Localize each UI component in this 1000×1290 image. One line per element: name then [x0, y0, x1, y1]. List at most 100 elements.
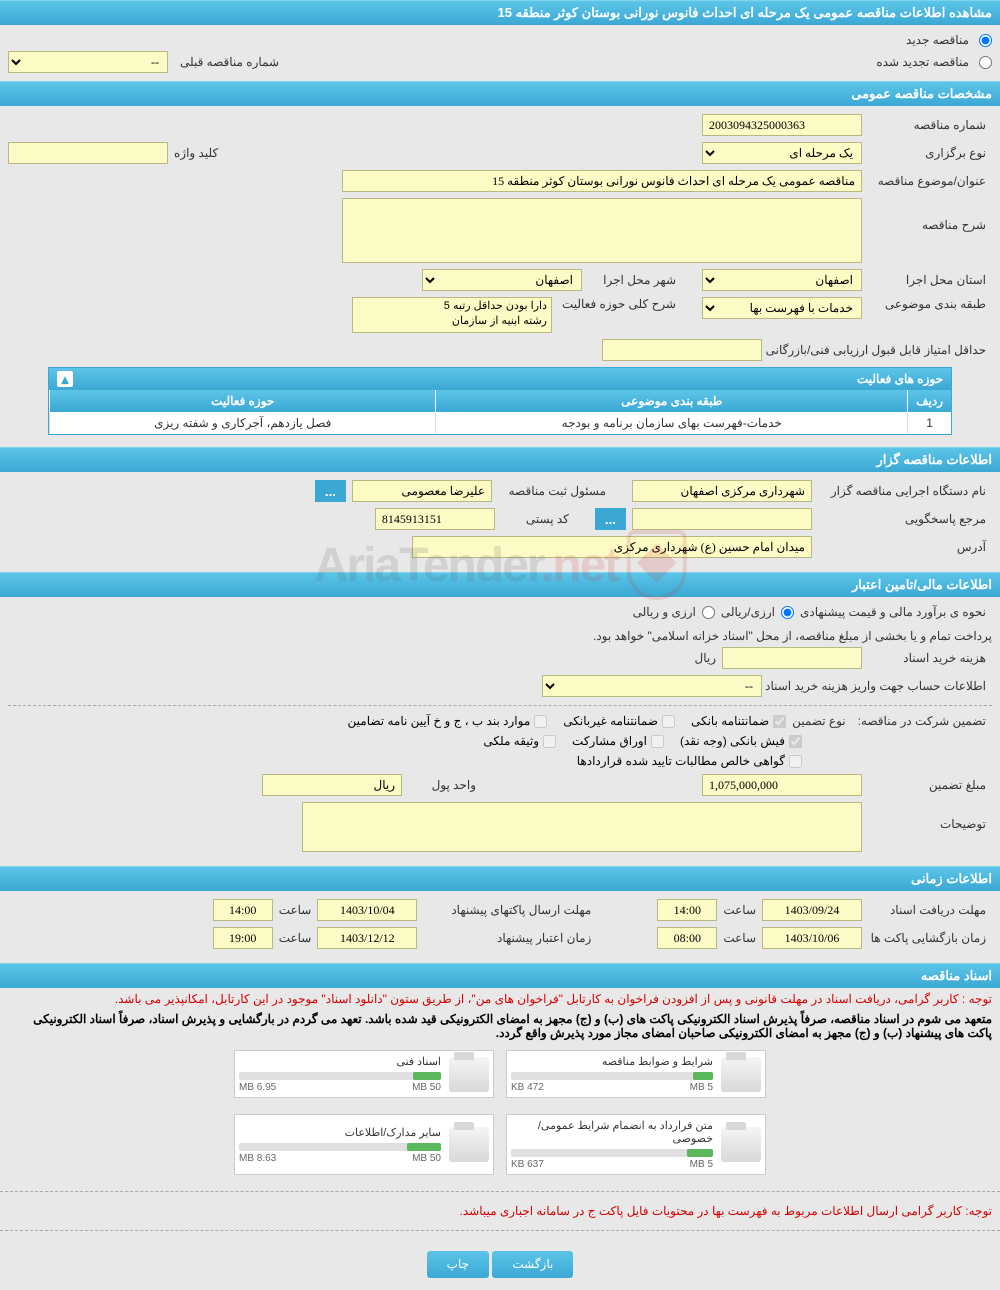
description-textarea[interactable]: [342, 198, 862, 263]
guarantee-amount-label: مبلغ تضمین: [862, 778, 992, 792]
radio-rial[interactable]: [781, 606, 794, 619]
activity-table-title: حوزه های فعالیت: [857, 372, 943, 386]
keyword-input[interactable]: [8, 142, 168, 164]
dashed-divider-1: [8, 705, 992, 706]
hour-label-4: ساعت: [273, 931, 318, 945]
radio-rial-label: ارزی/ریالی: [715, 605, 781, 619]
cb-net-claims-label: گواهی خالص مطالبات تایید شده قراردادها: [577, 754, 785, 768]
tender-number-input[interactable]: [702, 114, 862, 136]
cell-scope: فصل یازدهم، آجرکاری و شفته ریزی: [50, 412, 436, 434]
hour-label-2: ساعت: [273, 903, 318, 917]
validity-time[interactable]: [213, 927, 273, 949]
cb-items-label: موارد بند ب ، ج و خ آیین نامه تضامین: [348, 714, 531, 728]
prev-tender-label: شماره مناقصه قبلی: [174, 55, 285, 69]
folder-total: 50 MB: [412, 1082, 441, 1093]
cb-bank-receipt[interactable]: [789, 735, 802, 748]
registrar-lookup-button[interactable]: ...: [315, 480, 346, 502]
exec-input[interactable]: [632, 480, 812, 502]
submit-deadline-time[interactable]: [213, 899, 273, 921]
folder-row-2: متن قرارداد به انضمام شرایط عمومی/خصوصی …: [0, 1106, 1000, 1183]
financial-section-header: اطلاعات مالی/تامین اعتبار: [0, 572, 1000, 597]
subject-input[interactable]: [342, 170, 862, 192]
registrar-label: مسئول ثبت مناقصه: [492, 484, 612, 498]
holding-type-select[interactable]: یک مرحله ای: [702, 142, 862, 164]
radio-new-tender[interactable]: [979, 34, 992, 47]
cb-property[interactable]: [543, 735, 556, 748]
province-select[interactable]: اصفهان: [702, 269, 862, 291]
folder-contract[interactable]: متن قرارداد به انضمام شرایط عمومی/خصوصی …: [506, 1114, 766, 1175]
radio-renewed-label: مناقصه تجدید شده: [870, 55, 975, 69]
cb-nonbank-guarantee[interactable]: [662, 715, 675, 728]
responder-input[interactable]: [632, 508, 812, 530]
responder-lookup-button[interactable]: ...: [595, 508, 626, 530]
folder-conditions[interactable]: شرایط و ضوابط مناقصه 5 MB472 KB: [506, 1050, 766, 1098]
general-section-header: مشخصات مناقصه عمومی: [0, 81, 1000, 106]
keyword-label: کلید واژه: [168, 146, 338, 160]
folder-total: 5 MB: [690, 1082, 713, 1093]
cb-participation[interactable]: [651, 735, 664, 748]
address-label: آدرس: [812, 540, 992, 554]
receive-deadline-time[interactable]: [657, 899, 717, 921]
remarks-label: توضیحات: [862, 802, 992, 831]
address-input[interactable]: [412, 536, 812, 558]
purchase-cost-input[interactable]: [722, 647, 862, 669]
postal-input[interactable]: [375, 508, 495, 530]
cb-bank-guarantee-label: ضمانتنامه بانکی: [691, 714, 769, 728]
col-category: طبقه بندی موضوعی: [436, 390, 908, 412]
cb-property-label: وثیقه ملکی: [483, 734, 539, 748]
receive-deadline-date[interactable]: [762, 899, 862, 921]
dashed-divider-3: [0, 1230, 1000, 1231]
cb-participation-label: اوراق مشارکت: [572, 734, 647, 748]
tender-type-section: مناقصه جدید مناقصه تجدید شده شماره مناقص…: [0, 25, 1000, 81]
folder-total: 50 MB: [412, 1153, 441, 1164]
documents-note2: متعهد می شوم در اسناد مناقصه، صرفاً پذیر…: [0, 1010, 1000, 1042]
cb-net-claims[interactable]: [789, 755, 802, 768]
estimate-label: نحوه ی برآورد مالی و قیمت پیشنهادی: [794, 605, 992, 619]
validity-date[interactable]: [317, 927, 417, 949]
radio-new-label: مناقصه جدید: [900, 33, 975, 47]
min-score-input[interactable]: [602, 339, 762, 361]
guarantee-label: تضمین شرکت در مناقصه:: [852, 714, 992, 728]
dashed-divider-2: [0, 1191, 1000, 1192]
cell-cat: خدمات-فهرست بهای سازمان برنامه و بودجه: [436, 412, 908, 434]
deposit-info-select[interactable]: --: [542, 675, 762, 697]
description-label: شرح مناقصه: [862, 198, 992, 232]
page-title-header: مشاهده اطلاعات مناقصه عمومی یک مرحله ای …: [0, 0, 1000, 25]
category-select[interactable]: خدمات با فهرست بها: [702, 297, 862, 319]
guarantee-amount-input[interactable]: [702, 774, 862, 796]
registrar-input[interactable]: [352, 480, 492, 502]
col-row: ردیف: [908, 390, 951, 412]
cb-items[interactable]: [534, 715, 547, 728]
col-scope: حوزه فعالیت: [50, 390, 436, 412]
purchase-cost-label: هزینه خرید اسناد: [862, 651, 992, 665]
cb-bank-receipt-label: فیش بانکی (وجه نقد): [680, 734, 785, 748]
collapse-icon[interactable]: ▴: [57, 371, 73, 387]
remarks-textarea[interactable]: [302, 802, 862, 852]
back-button[interactable]: بازگشت: [492, 1251, 573, 1278]
prev-tender-select[interactable]: --: [8, 51, 168, 73]
receive-deadline-label: مهلت دریافت اسناد: [862, 903, 992, 917]
activity-table-header: حوزه های فعالیت ▴: [49, 368, 951, 390]
activity-scope-item-1: دارا بودن حداقل رتبه 5: [353, 298, 551, 313]
print-button[interactable]: چاپ: [427, 1251, 489, 1278]
timing-section-body: مهلت دریافت اسناد ساعت مهلت ارسال پاکتها…: [0, 891, 1000, 963]
unit-input[interactable]: [262, 774, 402, 796]
radio-renewed-tender[interactable]: [979, 56, 992, 69]
activity-scope-listbox[interactable]: دارا بودن حداقل رتبه 5 رشته ابنیه از ساز…: [352, 297, 552, 333]
city-select[interactable]: اصفهان: [422, 269, 582, 291]
opening-date[interactable]: [762, 927, 862, 949]
folder-technical[interactable]: اسناد فنی 50 MB6.95 MB: [234, 1050, 494, 1098]
folder-title: سایر مدارک/اطلاعات: [239, 1126, 441, 1139]
organizer-section-header: اطلاعات مناقصه گزار: [0, 447, 1000, 472]
cb-nonbank-guarantee-label: ضمانتنامه غیربانکی: [563, 714, 658, 728]
hour-label-3: ساعت: [717, 931, 762, 945]
radio-foreign[interactable]: [702, 606, 715, 619]
cb-bank-guarantee[interactable]: [773, 715, 786, 728]
folder-other[interactable]: سایر مدارک/اطلاعات 50 MB8.63 MB: [234, 1114, 494, 1175]
opening-time[interactable]: [657, 927, 717, 949]
postal-label: کد پستی: [495, 512, 575, 526]
min-score-label: حداقل امتیاز قابل قبول ارزیابی فنی/بازرگ…: [762, 343, 992, 357]
table-row: 1 خدمات-فهرست بهای سازمان برنامه و بودجه…: [50, 412, 952, 434]
general-section-body: شماره مناقصه نوع برگزاری یک مرحله ای کلی…: [0, 106, 1000, 447]
submit-deadline-date[interactable]: [317, 899, 417, 921]
